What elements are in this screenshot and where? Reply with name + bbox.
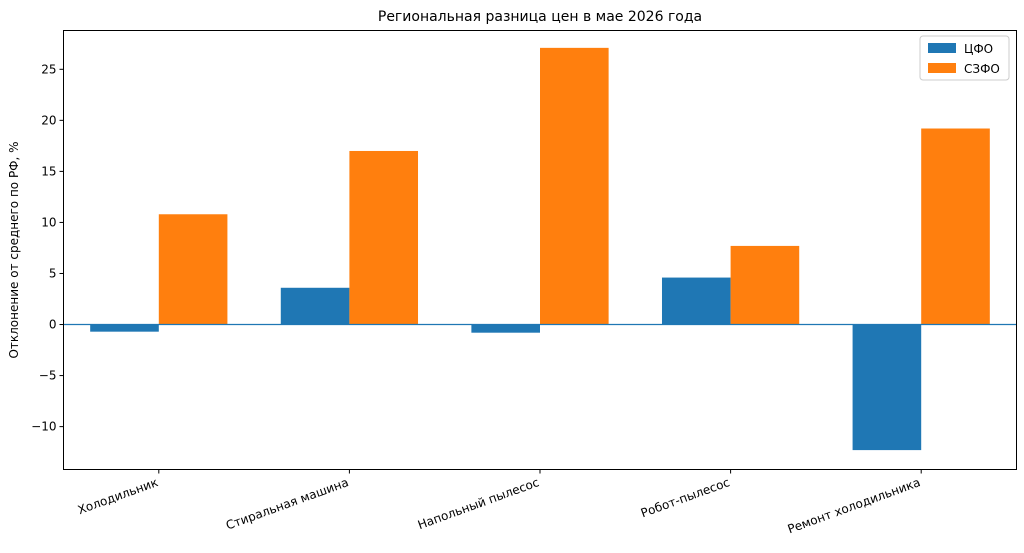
bars-group — [90, 47, 990, 451]
bar-szfo-3 — [730, 245, 800, 325]
bar-szfo-1 — [349, 150, 419, 325]
y-tick-label: 0 — [49, 318, 57, 332]
bar-szfo-4 — [921, 128, 990, 325]
y-axis-ticks: −10 −5 0 5 10 15 20 25 — [31, 62, 64, 434]
y-tick-label: 5 — [49, 266, 57, 280]
bar-cfo-0 — [90, 324, 159, 332]
bar-cfo-2 — [471, 324, 540, 333]
x-tick-label: Стиральная машина — [224, 475, 350, 532]
y-tick-label: 10 — [41, 215, 56, 229]
bar-cfo-3 — [661, 277, 731, 325]
y-tick-label: −5 — [39, 369, 57, 383]
y-tick-label: −10 — [31, 420, 56, 434]
y-tick-label: 25 — [41, 62, 56, 76]
y-tick-label: 15 — [41, 164, 56, 178]
y-tick-label: 20 — [41, 113, 56, 127]
legend: ЦФО СЗФО — [919, 35, 1010, 81]
x-tick-label: Напольный пылесос — [416, 475, 541, 532]
x-tick-label: Робот-пылесос — [639, 475, 732, 520]
chart-title: Региональная разница цен в мае 2026 года — [378, 9, 702, 25]
bar-szfo-0 — [158, 214, 228, 325]
legend-swatch — [928, 63, 956, 73]
bar-cfo-4 — [852, 324, 922, 451]
legend-label: СЗФО — [964, 62, 1000, 76]
x-tick-label: Холодильник — [76, 475, 160, 517]
x-tick-label: Ремонт холодильника — [786, 475, 923, 536]
bar-cfo-1 — [280, 287, 350, 325]
legend-swatch — [928, 43, 956, 53]
legend-label: ЦФО — [964, 42, 993, 56]
bar-szfo-2 — [540, 47, 609, 325]
x-axis-ticks: Холодильник Стиральная машина Напольный пы… — [76, 469, 923, 536]
y-axis-label: Отклонение от среднего по РФ, % — [7, 141, 21, 358]
